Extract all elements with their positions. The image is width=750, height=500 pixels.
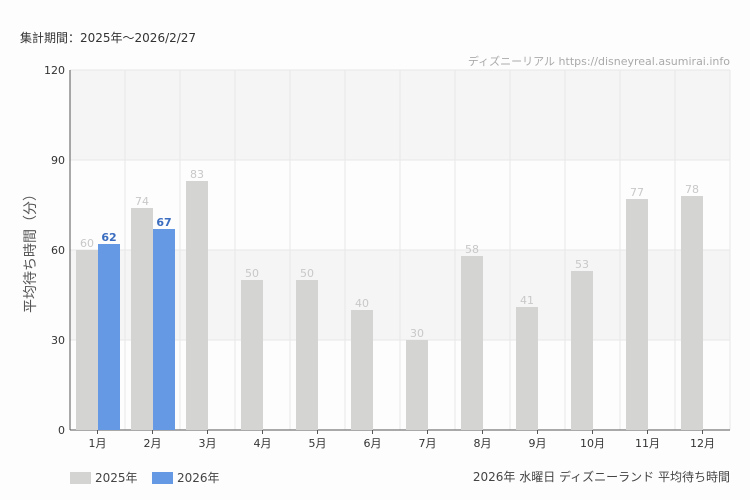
x-tick-label: 7月	[419, 437, 437, 450]
x-tick-label: 5月	[309, 437, 327, 450]
data-label: 67	[156, 216, 171, 229]
data-label: 58	[465, 243, 479, 256]
legend-swatch	[70, 471, 91, 484]
bar-2025年-5月	[296, 280, 318, 430]
data-label: 78	[685, 183, 699, 196]
bar-2025年-6月	[351, 310, 373, 430]
y-tick-label: 120	[44, 64, 65, 77]
data-label: 50	[245, 267, 259, 280]
bar-2026年-1月	[98, 244, 120, 430]
bar-2025年-8月	[461, 256, 483, 430]
data-label: 50	[300, 267, 314, 280]
x-tick-label: 9月	[529, 437, 547, 450]
data-label: 62	[101, 231, 116, 244]
x-tick-label: 12月	[690, 437, 715, 450]
y-tick-label: 90	[51, 154, 65, 167]
bar-2025年-2月	[131, 208, 153, 430]
data-label: 30	[410, 327, 424, 340]
y-tick-label: 60	[51, 244, 65, 257]
bar-2025年-9月	[516, 307, 538, 430]
x-tick-label: 8月	[474, 437, 492, 450]
x-tick-label: 4月	[254, 437, 272, 450]
bar-2025年-7月	[406, 340, 428, 430]
y-tick-label: 30	[51, 334, 65, 347]
data-label: 77	[630, 186, 644, 199]
period-label: 集計期間：2025年～2026/2/27	[20, 31, 197, 45]
legend-label: 2025年	[95, 471, 138, 485]
x-tick-label: 3月	[199, 437, 217, 450]
data-label: 40	[355, 297, 369, 310]
bar-2025年-10月	[571, 271, 593, 430]
bar-2025年-12月	[681, 196, 703, 430]
x-tick-label: 11月	[635, 437, 660, 450]
x-tick-label: 10月	[580, 437, 605, 450]
bar-2026年-2月	[153, 229, 175, 430]
bar-2025年-3月	[186, 181, 208, 430]
bar-2025年-1月	[76, 250, 98, 430]
bar-2025年-4月	[241, 280, 263, 430]
y-tick-label: 0	[58, 424, 65, 437]
data-label: 74	[135, 195, 149, 208]
data-label: 83	[190, 168, 204, 181]
bar-2025年-11月	[626, 199, 648, 430]
legend-swatch	[152, 471, 173, 484]
chart-caption: 2026年 水曜日 ディズニーランド 平均待ち時間	[472, 470, 730, 484]
credit-text: ディズニーリアル https://disneyreal.asumirai.inf…	[467, 55, 730, 68]
x-tick-label: 2月	[144, 437, 162, 450]
legend-item-2026: 2026年	[152, 469, 220, 486]
data-label: 60	[80, 237, 94, 250]
data-label: 41	[520, 294, 534, 307]
legend-item-2025: 2025年	[70, 469, 138, 486]
x-tick-label: 6月	[364, 437, 382, 450]
legend-label: 2026年	[177, 471, 220, 485]
data-label: 53	[575, 258, 589, 271]
x-tick-label: 1月	[89, 437, 107, 450]
